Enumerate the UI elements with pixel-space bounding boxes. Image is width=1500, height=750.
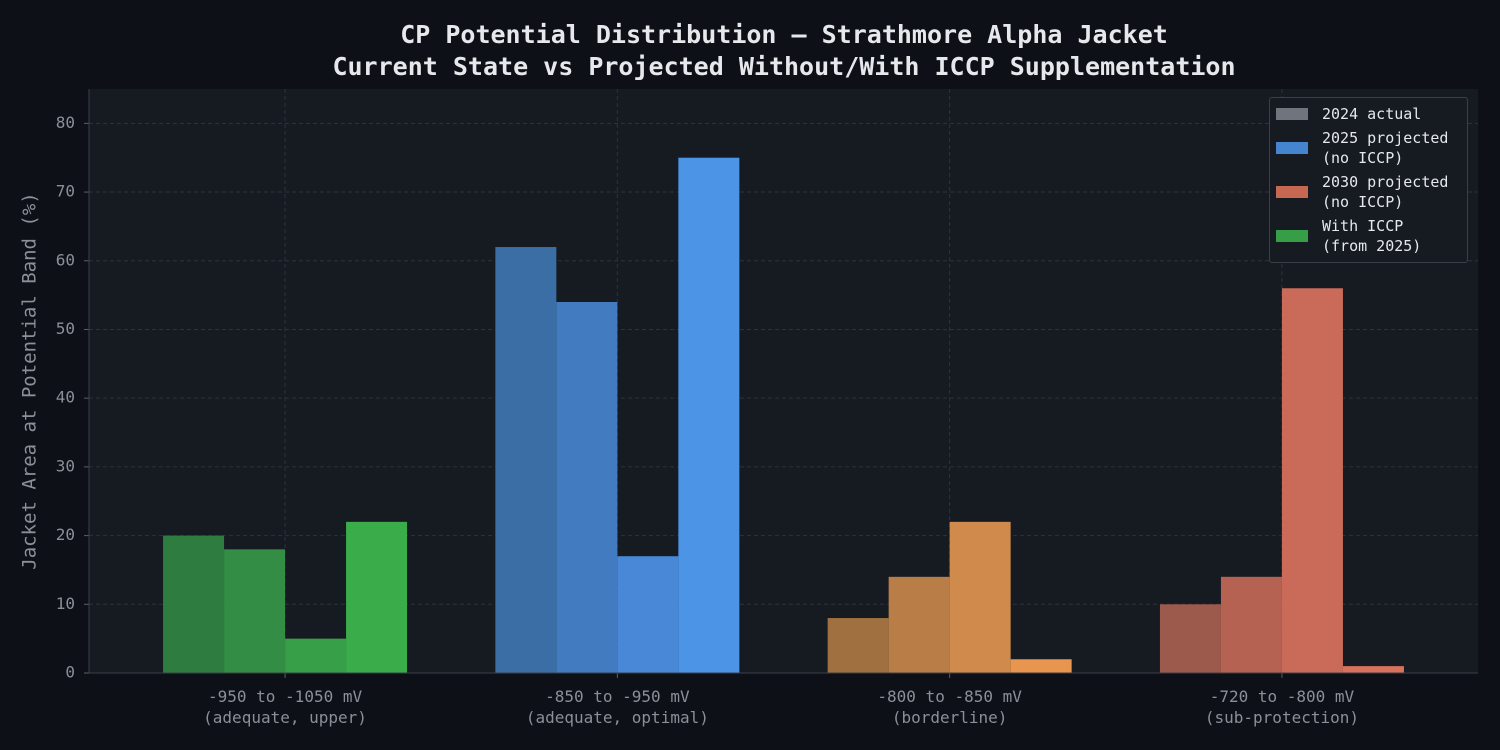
bar bbox=[1010, 659, 1072, 673]
legend-swatch bbox=[1276, 142, 1308, 154]
bar bbox=[163, 535, 225, 673]
y-tick-label: 10 bbox=[56, 594, 75, 613]
plot-area bbox=[89, 89, 1478, 673]
bar bbox=[495, 247, 557, 673]
bar bbox=[617, 556, 679, 673]
chart-subtitle: Current State vs Projected Without/With … bbox=[332, 52, 1235, 81]
y-axis-label: Jacket Area at Potential Band (%) bbox=[19, 192, 41, 570]
bar bbox=[556, 301, 618, 673]
legend-entry: 2024 actual bbox=[1270, 102, 1467, 126]
bar bbox=[678, 157, 740, 674]
y-tick-label: 20 bbox=[56, 525, 75, 544]
chart-title: CP Potential Distribution — Strathmore A… bbox=[400, 20, 1168, 49]
bar bbox=[224, 549, 286, 673]
legend: 2024 actual 2025 projected (no ICCP) 2030 … bbox=[1269, 97, 1468, 263]
y-tick-label: 50 bbox=[56, 319, 75, 338]
legend-label: 2030 projected (no ICCP) bbox=[1322, 173, 1449, 211]
legend-entry: 2025 projected (no ICCP) bbox=[1270, 126, 1467, 170]
legend-swatch bbox=[1276, 186, 1308, 198]
legend-entry: With ICCP (from 2025) bbox=[1270, 214, 1467, 258]
x-tick-label: -800 to -850 mV (borderline) bbox=[877, 687, 1022, 727]
bar bbox=[1220, 576, 1282, 673]
legend-label: 2025 projected (no ICCP) bbox=[1322, 129, 1449, 167]
bar bbox=[285, 638, 347, 673]
x-tick-label: -850 to -950 mV (adequate, optimal) bbox=[525, 687, 709, 727]
bar bbox=[1159, 604, 1221, 673]
legend-entry: 2030 projected (no ICCP) bbox=[1270, 170, 1467, 214]
bar bbox=[827, 618, 889, 673]
bar bbox=[888, 576, 950, 673]
bar bbox=[949, 521, 1011, 673]
y-tick-label: 80 bbox=[56, 113, 75, 132]
bar bbox=[1342, 666, 1404, 673]
y-tick-label: 0 bbox=[65, 663, 75, 682]
y-tick-label: 40 bbox=[56, 388, 75, 407]
y-tick-label: 70 bbox=[56, 182, 75, 201]
bar bbox=[1281, 288, 1343, 673]
y-tick-label: 60 bbox=[56, 250, 75, 269]
legend-label: 2024 actual bbox=[1322, 105, 1422, 123]
legend-label: With ICCP (from 2025) bbox=[1322, 217, 1422, 255]
x-tick-label: -950 to -1050 mV (adequate, upper) bbox=[203, 687, 367, 727]
y-tick-label: 30 bbox=[56, 456, 75, 475]
x-tick-label: -720 to -800 mV (sub-protection) bbox=[1204, 687, 1359, 727]
legend-swatch bbox=[1276, 108, 1308, 120]
bar bbox=[346, 521, 408, 673]
legend-swatch bbox=[1276, 230, 1308, 242]
